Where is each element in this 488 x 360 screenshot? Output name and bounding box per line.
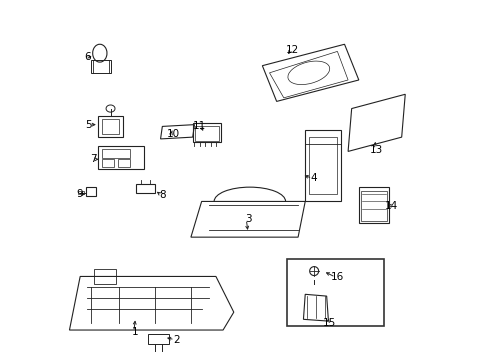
Text: 3: 3 — [244, 214, 251, 224]
Text: 14: 14 — [384, 201, 398, 211]
Bar — [135, 184, 155, 193]
Bar — [358, 187, 388, 223]
Text: 6: 6 — [84, 52, 91, 62]
Text: 10: 10 — [166, 129, 179, 139]
Text: 15: 15 — [322, 318, 335, 328]
Text: 12: 12 — [285, 45, 299, 55]
Bar — [78, 191, 83, 194]
Text: 9: 9 — [76, 189, 82, 199]
Bar — [287, 258, 383, 327]
Text: 1: 1 — [132, 327, 139, 337]
Text: 7: 7 — [90, 154, 97, 164]
Bar — [305, 130, 340, 202]
Bar — [94, 269, 116, 284]
Bar — [192, 123, 221, 143]
Text: 4: 4 — [310, 173, 317, 183]
Text: 13: 13 — [368, 145, 382, 155]
Text: 16: 16 — [330, 272, 343, 282]
Bar — [98, 116, 123, 137]
Text: 11: 11 — [192, 121, 205, 131]
Text: 5: 5 — [84, 120, 91, 130]
Bar — [102, 149, 130, 158]
Bar — [102, 119, 119, 134]
Bar — [195, 126, 218, 141]
Text: 8: 8 — [160, 190, 166, 200]
Text: 2: 2 — [173, 335, 180, 345]
Bar — [91, 60, 110, 73]
Bar — [360, 191, 386, 221]
Bar — [85, 187, 96, 196]
Bar — [98, 146, 144, 169]
Bar — [102, 158, 114, 167]
Bar — [118, 158, 130, 167]
Bar — [148, 334, 169, 344]
Bar — [308, 137, 337, 194]
